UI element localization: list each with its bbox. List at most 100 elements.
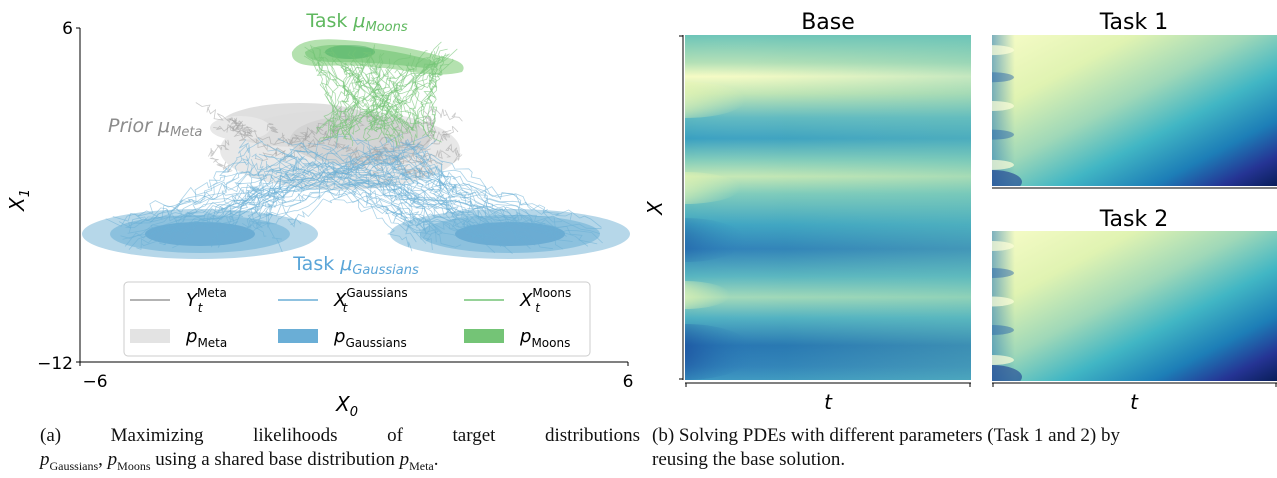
- gaussians-trajectory: [207, 135, 430, 228]
- gaussians-trajectory: [384, 135, 439, 235]
- moons-trajectory: [349, 66, 364, 135]
- gaussians-trajectory: [437, 163, 490, 228]
- moons-trajectory: [382, 69, 392, 127]
- a-xtick-label-right: 6: [623, 372, 634, 392]
- a-ylabel: X1: [5, 189, 33, 212]
- gaussians-trajectory: [412, 170, 522, 222]
- moons-trajectory: [337, 57, 425, 128]
- gaussians-trajectory: [141, 151, 384, 247]
- gaussians-trajectory: [379, 141, 564, 250]
- legend-patch-swatch: [278, 329, 318, 343]
- gaussians-trajectory: [326, 171, 603, 244]
- meta-trajectory: [209, 157, 233, 173]
- legend-label: XMoons t: [519, 286, 571, 315]
- moons-trajectory: [411, 48, 448, 132]
- heatmap-streak: [992, 129, 1014, 140]
- caption-a-word: of: [387, 425, 403, 446]
- gaussians-trajectory: [343, 158, 433, 251]
- moons-trajectory: [342, 41, 442, 136]
- caption-a-word: likelihoods: [253, 425, 338, 446]
- task-xlabel: t: [1130, 390, 1139, 414]
- moons-trajectory: [311, 46, 348, 140]
- panel-b: Base Task 1 Task 2 X t: [643, 10, 1277, 414]
- gaussians-trajectory: [435, 167, 573, 220]
- gaussians-trajectory: [128, 143, 416, 250]
- moons-trajectory: [315, 46, 375, 132]
- gaussians-trajectory: [373, 161, 442, 222]
- caption-a-word: (a): [40, 425, 62, 446]
- gaussians-trajectory: [237, 145, 310, 238]
- gaussians-trajectory: [182, 166, 336, 223]
- gaussians-trajectory: [387, 139, 427, 234]
- caption-a-line2: pGaussians, pMoons using a shared base d…: [40, 449, 439, 473]
- meta-trajectory: [229, 117, 244, 131]
- prior-meta-label: Prior μMeta: [108, 115, 202, 140]
- caption-b-line2: reusing the base solution.: [652, 449, 846, 470]
- caption-b: (b) Solving PDEs with different paramete…: [652, 424, 1274, 472]
- moons-trajectory: [347, 51, 361, 133]
- meta-trajectory: [266, 123, 279, 134]
- moons-task-label: Task μMoons: [305, 10, 408, 35]
- heatmap-streak: [992, 268, 1014, 278]
- caption-a-word: Maximizing: [110, 425, 204, 446]
- gaussians-trajectory: [384, 153, 475, 230]
- gaussians-trajectory: [290, 148, 417, 226]
- heatmap-streak: [992, 159, 1014, 170]
- gaussians-trajectory: [412, 141, 465, 228]
- moons-trajectory: [369, 53, 403, 141]
- caption-a-word: target: [452, 425, 496, 446]
- gaussians-trajectory: [226, 144, 251, 235]
- gaussians-trajectory: [259, 150, 400, 225]
- panel-a-plot: [82, 39, 630, 259]
- task1-heatmap: [992, 35, 1277, 186]
- gaussians-trajectory: [208, 139, 249, 248]
- moons-trajectory: [430, 46, 440, 128]
- legend-label: pMoons: [519, 326, 570, 350]
- heatmap-dark-corner: [992, 170, 1022, 186]
- gaussians-trajectory: [250, 158, 430, 223]
- gaussians-trajectory: [248, 144, 350, 229]
- gaussians-trajectory: [415, 150, 598, 245]
- moons-trajectory: [410, 56, 419, 145]
- meta-trajectory: [208, 139, 230, 158]
- heatmap-streak: [992, 325, 1014, 335]
- gaussians-trajectory: [191, 144, 419, 231]
- gaussians-trajectory: [383, 166, 422, 240]
- a-ytick-label-top: 6: [62, 19, 73, 39]
- base-xlabel: t: [824, 390, 833, 414]
- moons-trajectory: [304, 46, 398, 147]
- meta-trajectory: [246, 135, 286, 156]
- heatmap-streak: [992, 355, 1014, 365]
- moons-trajectory: [363, 52, 394, 143]
- moons-trajectory: [352, 49, 413, 138]
- base-title: Base: [801, 10, 855, 35]
- task2-title: Task 2: [1099, 207, 1168, 232]
- gaussians-trajectory: [352, 140, 466, 231]
- meta-trajectory: [431, 125, 459, 145]
- legend-label: pMeta: [185, 326, 227, 350]
- base-heatmap: [685, 35, 971, 380]
- caption-a-word: distributions: [545, 425, 641, 446]
- a-xtick-label-left: −6: [82, 372, 107, 392]
- moons-trajectory: [405, 64, 433, 135]
- gaussians-trajectory: [105, 162, 265, 227]
- gaussians-trajectory: [267, 149, 601, 235]
- gaussians-trajectory: [127, 155, 409, 228]
- meta-trajectory: [299, 132, 332, 149]
- gaussians-trajectory: [386, 169, 602, 228]
- gaussians-trajectory: [128, 148, 305, 233]
- meta-trajectory: [376, 151, 416, 172]
- heatmap-dark-corner: [992, 365, 1022, 381]
- moons-trajectory: [330, 46, 339, 143]
- moons-trajectory: [303, 55, 354, 147]
- panel-a-axes: 6 −12 −6 6 X0 X1: [5, 19, 633, 420]
- heatmap-streak: [992, 296, 1014, 307]
- caption-a: (a) Maximizing likelihoods of target dis…: [40, 424, 640, 478]
- legend-label: pGaussians: [333, 326, 407, 350]
- gaussians-trajectory: [401, 148, 567, 237]
- legend-label: YMeta t: [186, 286, 227, 315]
- gaussians-trajectory: [136, 161, 247, 250]
- gaussians-trajectory: [112, 172, 321, 222]
- moons-trajectory: [368, 64, 449, 125]
- moons-trajectory: [310, 44, 387, 143]
